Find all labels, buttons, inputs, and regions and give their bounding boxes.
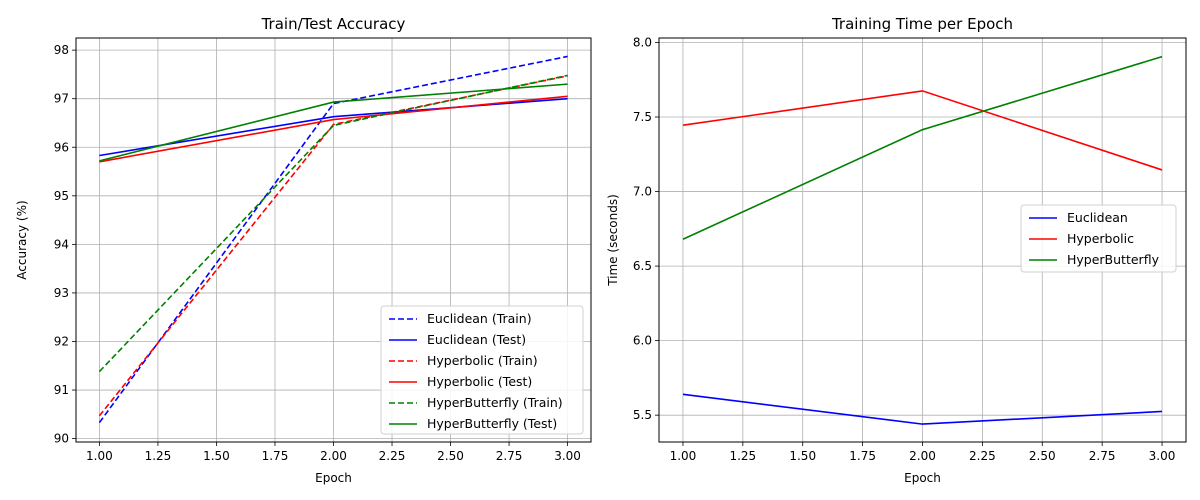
chart-title: Training Time per Epoch (831, 15, 1013, 33)
x-tick-label: 1.00 (670, 449, 697, 463)
legend-label: HyperButterfly (Test) (427, 416, 557, 431)
legend-label: HyperButterfly (1067, 252, 1160, 267)
x-tick-label: 1.25 (145, 449, 172, 463)
x-tick-label: 2.75 (496, 449, 523, 463)
x-tick-label: 2.50 (1029, 449, 1056, 463)
y-tick-label: 98 (54, 43, 69, 57)
y-tick-label: 7.5 (633, 110, 652, 124)
y-tick-label: 92 (54, 334, 69, 348)
y-tick-label: 7.0 (633, 185, 652, 199)
legend-label: Euclidean (1067, 210, 1128, 225)
series-line-hyperbutterfly (682, 55, 1163, 240)
legend-label: Euclidean (Test) (427, 332, 526, 347)
series-line-euclidean (682, 393, 1163, 425)
x-tick-label: 1.75 (262, 449, 289, 463)
y-axis-label: Time (seconds) (606, 194, 620, 287)
series-line-hyperbutterfly-test (99, 83, 568, 162)
legend-label: HyperButterfly (Train) (427, 395, 563, 410)
x-tick-label: 2.00 (320, 449, 347, 463)
y-tick-label: 8.0 (633, 35, 652, 49)
x-tick-label: 1.25 (729, 449, 756, 463)
x-tick-label: 1.50 (203, 449, 230, 463)
x-tick-label: 1.00 (86, 449, 113, 463)
legend-label: Euclidean (Train) (427, 311, 532, 326)
legend: Euclidean (Train) Euclidean (Test) Hyperbo… (380, 305, 584, 435)
y-tick-label: 93 (54, 286, 69, 300)
x-tick-label: 2.75 (1089, 449, 1116, 463)
x-axis-label: Epoch (315, 471, 352, 485)
y-tick-label: 97 (54, 92, 69, 106)
y-tick-label: 6.5 (633, 259, 652, 273)
y-tick-label: 5.5 (633, 408, 652, 422)
x-tick-label: 2.25 (969, 449, 996, 463)
x-tick-label: 2.25 (379, 449, 406, 463)
legend-label: Hyperbolic (Test) (427, 374, 532, 389)
y-tick-label: 96 (54, 140, 69, 154)
x-tick-label: 3.00 (554, 449, 581, 463)
legend-box (1020, 204, 1177, 273)
y-tick-label: 90 (54, 432, 69, 446)
x-axis-label: Epoch (904, 471, 941, 485)
x-tick-label: 1.75 (849, 449, 876, 463)
series-line-euclidean-train (98, 55, 568, 424)
legend-label: Hyperbolic (1067, 231, 1134, 246)
series-line-hyperbutterfly-train (98, 74, 568, 373)
y-tick-label: 91 (54, 383, 69, 397)
x-tick-label: 2.00 (909, 449, 936, 463)
y-tick-label: 94 (54, 237, 69, 251)
legend-label: Hyperbolic (Train) (427, 353, 538, 368)
y-axis-label: Accuracy (%) (15, 200, 29, 279)
legend: Euclidean Hyperbolic HyperButterfly (1020, 204, 1177, 273)
y-tick-label: 95 (54, 189, 69, 203)
series-line-hyperbolic-test (99, 95, 568, 163)
x-tick-label: 1.50 (789, 449, 816, 463)
chart-2: 1.00 1.25 1.50 1.75 2.00 2.25 2.50 2.75 3.00 5.5 6… (606, 15, 1187, 485)
chart-title: Train/Test Accuracy (261, 15, 406, 33)
series-line-hyperbolic (682, 90, 1163, 171)
x-tick-label: 3.00 (1149, 449, 1176, 463)
legend-box (380, 305, 584, 435)
y-tick-label: 6.0 (633, 334, 652, 348)
chart-1: 1.00 1.25 1.50 1.75 2.00 2.25 2.50 2.75 3.00 90 91… (15, 15, 592, 485)
x-tick-label: 2.50 (437, 449, 464, 463)
